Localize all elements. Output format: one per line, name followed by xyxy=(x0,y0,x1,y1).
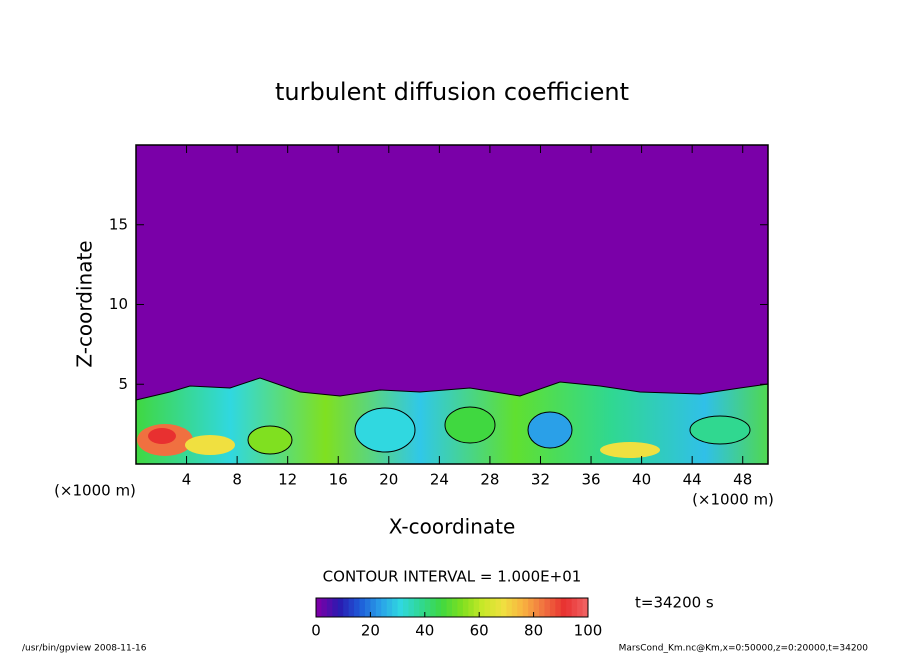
field-blob xyxy=(354,407,416,453)
colorbar-cell xyxy=(424,598,431,617)
colorbar-cell xyxy=(544,598,551,617)
colorbar-tick-label: 100 xyxy=(574,622,603,640)
x-tick-label: 28 xyxy=(480,471,499,489)
x-tick-label: 20 xyxy=(379,471,398,489)
colorbar-cell xyxy=(490,598,497,617)
colorbar-cell xyxy=(430,598,437,617)
colorbar-cell xyxy=(386,598,393,617)
colorbar-cell xyxy=(517,598,524,617)
colorbar-cell xyxy=(419,598,426,617)
colorbar-cell xyxy=(571,598,578,617)
x-tick-label: 16 xyxy=(329,471,348,489)
y-unit-label: (×1000 m) xyxy=(54,482,136,500)
colorbar-cell xyxy=(549,598,556,617)
colorbar-cell xyxy=(354,598,361,617)
colorbar-frame xyxy=(315,597,589,618)
colorbar-cell xyxy=(528,598,535,617)
colorbar-cell xyxy=(316,598,322,617)
field-blob xyxy=(527,411,573,449)
colorbar-cell xyxy=(403,598,409,617)
colorbar-cell xyxy=(321,598,328,617)
colorbar-cell xyxy=(326,598,333,617)
colorbar-cell xyxy=(359,598,366,617)
colorbar-cell xyxy=(413,598,420,617)
colorbar-cell xyxy=(577,598,584,617)
x-tick-label: 44 xyxy=(683,471,702,489)
x-tick-label: 24 xyxy=(430,471,449,489)
field-blob xyxy=(185,435,235,455)
colorbar-cell xyxy=(397,598,404,617)
colorbar-cell xyxy=(533,598,540,617)
field-blob xyxy=(600,442,660,458)
colorbar-cell xyxy=(506,598,513,617)
colorbar-cell xyxy=(566,598,573,617)
x-tick-label: 36 xyxy=(581,471,600,489)
colorbar-cell xyxy=(500,598,507,617)
x-tick-label: 32 xyxy=(531,471,550,489)
colorbar-cell xyxy=(337,598,344,617)
colorbar-cell xyxy=(375,598,382,617)
time-label: t=34200 s xyxy=(635,594,714,612)
field-blob xyxy=(148,428,176,444)
colorbar-cell xyxy=(392,598,399,617)
footer-right: MarsCond_Km.nc@Km,x=0:50000,z=0:20000,t=… xyxy=(619,644,869,654)
colorbar-tick-label: 20 xyxy=(361,622,380,640)
field xyxy=(135,145,769,465)
colorbar-cell xyxy=(381,598,388,617)
colorbar-cell xyxy=(462,598,469,617)
field-blob xyxy=(444,406,496,444)
field-blob xyxy=(689,415,751,445)
colorbar-cell xyxy=(441,598,448,617)
colorbar-cell xyxy=(473,598,480,617)
colorbar-tick-label: 80 xyxy=(524,622,543,640)
colorbar-cell xyxy=(435,598,442,617)
colorbar-cell xyxy=(370,598,377,617)
colorbar-cell xyxy=(511,598,518,617)
colorbar-cell xyxy=(495,598,502,617)
colorbar-cell xyxy=(446,598,453,617)
y-tick-label: 15 xyxy=(109,215,128,233)
colorbar-cell xyxy=(343,598,350,617)
colorbar-cell xyxy=(479,598,486,617)
x-tick-label: 8 xyxy=(232,471,242,489)
colorbar-cell xyxy=(452,598,458,617)
x-axis-label: X-coordinate xyxy=(389,515,516,539)
colorbar-cell xyxy=(332,598,339,617)
colorbar-cell xyxy=(457,598,464,617)
x-tick-label: 40 xyxy=(632,471,651,489)
y-tick-label: 5 xyxy=(118,375,128,393)
colorbar-cell xyxy=(539,598,545,617)
x-tick-label: 12 xyxy=(278,471,297,489)
colorbar-cell xyxy=(364,598,371,617)
x-unit-label: (×1000 m) xyxy=(692,491,774,509)
x-tick-label: 4 xyxy=(182,471,192,489)
colorbar-cell xyxy=(582,598,589,617)
contour-interval: CONTOUR INTERVAL = 1.000E+01 xyxy=(323,568,582,586)
y-axis-label: Z-coordinate xyxy=(73,240,97,367)
colorbar-cell xyxy=(468,598,475,617)
colorbar-cell xyxy=(560,598,567,617)
colorbar-cell xyxy=(522,598,529,617)
colorbar-tick-label: 60 xyxy=(470,622,489,640)
footer-left: /usr/bin/gpview 2008-11-16 xyxy=(22,644,147,654)
field-blob xyxy=(247,425,293,455)
colorbar-cell xyxy=(555,598,562,617)
chart-title: turbulent diffusion coefficient xyxy=(275,78,629,106)
colorbar-cell xyxy=(348,598,355,617)
y-tick-label: 10 xyxy=(109,295,128,313)
x-tick-label: 48 xyxy=(733,471,752,489)
colorbar-cell xyxy=(408,598,415,617)
colorbar-tick-label: 40 xyxy=(415,622,434,640)
colorbar-tick-label: 0 xyxy=(311,622,321,640)
colorbar-cell xyxy=(484,598,491,617)
